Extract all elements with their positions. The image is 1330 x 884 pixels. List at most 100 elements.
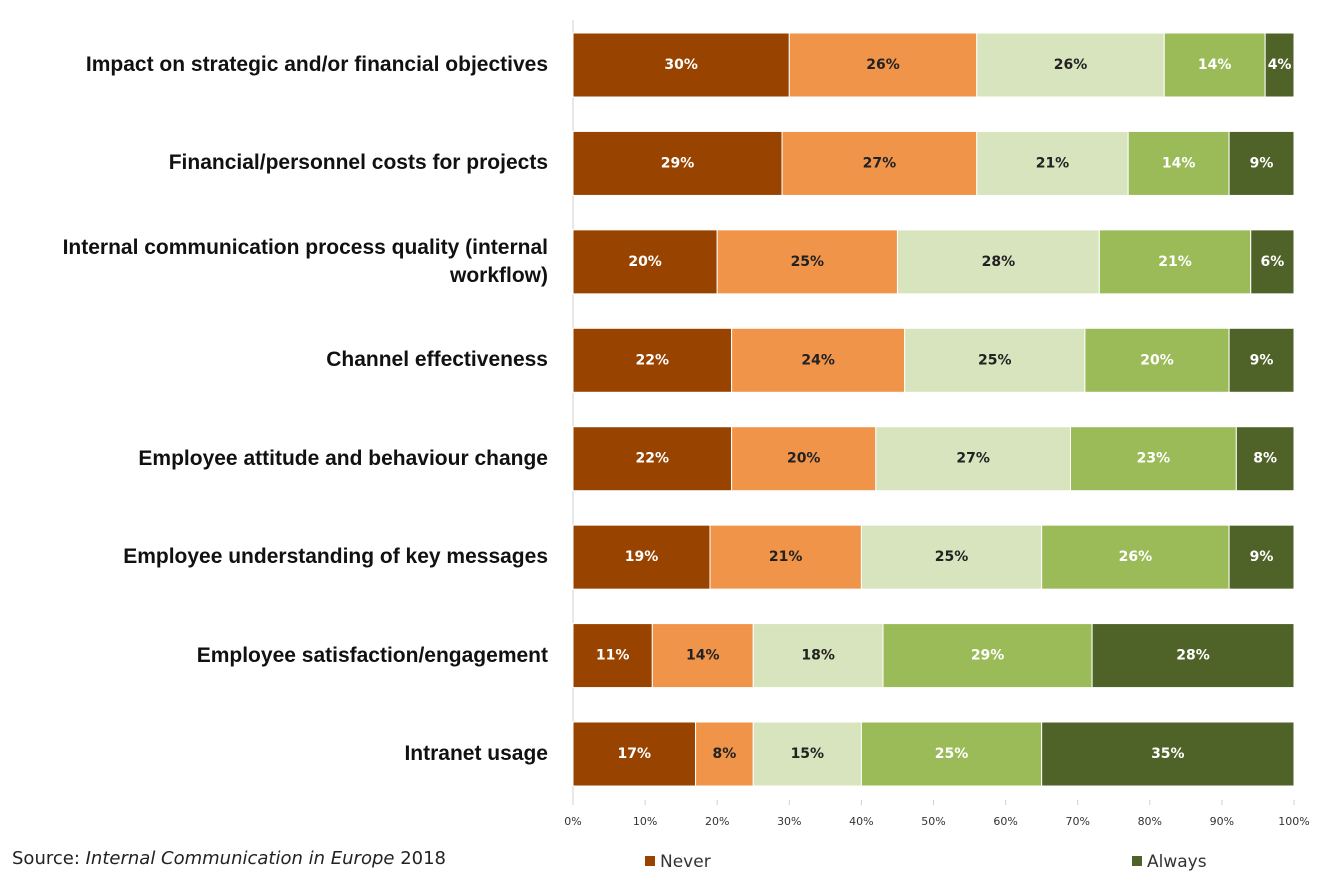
bar-segment <box>572 229 718 295</box>
data-label: 26% <box>866 57 900 73</box>
data-label: 23% <box>1137 451 1171 467</box>
bar-segment <box>875 426 1071 492</box>
data-label: 18% <box>801 648 835 664</box>
bar-segment <box>1091 623 1295 689</box>
data-label: 25% <box>791 254 825 270</box>
data-label: 8% <box>1253 451 1277 467</box>
bar-segment <box>781 130 978 196</box>
data-label: 11% <box>596 648 630 664</box>
x-tick-label: 60% <box>993 815 1017 828</box>
data-label: 29% <box>971 648 1005 664</box>
bar-segment <box>1228 327 1295 393</box>
category-label: Internal communication process quality (… <box>62 235 548 287</box>
bar-segment <box>572 524 711 590</box>
bar-segment <box>788 32 978 98</box>
x-tick-label: 50% <box>921 815 945 828</box>
data-label: 29% <box>661 155 695 171</box>
bar-segment <box>1084 327 1230 393</box>
data-label: 8% <box>713 746 737 762</box>
legend-swatch <box>645 856 655 866</box>
bar-segment <box>1041 524 1230 590</box>
bar-segment <box>882 623 1093 689</box>
bar-segment <box>1228 130 1295 196</box>
bar-segment <box>731 426 877 492</box>
x-tick-label: 90% <box>1210 815 1234 828</box>
legend-swatch <box>1132 856 1142 866</box>
bar-segment <box>976 32 1165 98</box>
category-label: Intranet usage <box>404 742 548 765</box>
data-label: 35% <box>1151 746 1185 762</box>
bar-segment <box>896 229 1100 295</box>
bar-segment <box>572 32 790 98</box>
bar-segment <box>572 130 783 196</box>
bar-segment <box>976 130 1129 196</box>
data-label: 4% <box>1268 57 1292 73</box>
data-label: 21% <box>1036 155 1070 171</box>
source-year: 2018 <box>400 848 447 869</box>
data-label: 19% <box>625 549 659 565</box>
data-label: 27% <box>956 451 990 467</box>
data-label: 9% <box>1250 155 1274 171</box>
data-label: 26% <box>1054 57 1088 73</box>
category-label: Channel effectiveness <box>326 348 548 372</box>
data-label: 28% <box>1176 648 1210 664</box>
bar-segment <box>1127 130 1230 196</box>
data-label: 14% <box>686 648 720 664</box>
data-label: 22% <box>636 352 670 368</box>
x-tick-label: 100% <box>1278 815 1309 828</box>
bar-segment <box>1228 524 1295 590</box>
bar-segment <box>572 327 733 393</box>
data-label: 30% <box>664 57 698 73</box>
x-tick-label: 40% <box>849 815 873 828</box>
data-label: 21% <box>769 549 803 565</box>
category-label: Financial/personnel costs for projects <box>168 151 548 175</box>
bar-segment <box>1163 32 1266 98</box>
bar-segment <box>1264 32 1295 98</box>
data-label: 6% <box>1260 254 1284 270</box>
category-label: Employee satisfaction/engagement <box>196 643 548 667</box>
data-label: 24% <box>801 352 835 368</box>
legend-label: Never <box>660 852 711 872</box>
data-label: 25% <box>935 746 969 762</box>
source: Source: Internal Communication in Europe… <box>12 848 446 869</box>
bar-segment <box>1235 426 1295 492</box>
x-tick-label: 30% <box>777 815 801 828</box>
bar-segment <box>752 721 862 787</box>
data-label: 26% <box>1119 549 1153 565</box>
x-tick-label: 70% <box>1065 815 1089 828</box>
category-label: Employee understanding of key messages <box>123 545 548 569</box>
data-label: 22% <box>636 451 670 467</box>
bar-segment <box>731 327 906 393</box>
bar-segment <box>572 623 653 689</box>
x-tick-label: 0% <box>564 815 581 828</box>
data-label: 27% <box>863 155 897 171</box>
bar-segment <box>904 327 1086 393</box>
legend-label: Always <box>1147 852 1207 872</box>
x-tick-label: 80% <box>1138 815 1162 828</box>
data-label: 14% <box>1198 57 1232 73</box>
bar-segment <box>1041 721 1295 787</box>
bar-segment <box>572 426 733 492</box>
bar-segment <box>716 229 898 295</box>
source-label: Source: <box>12 848 80 869</box>
data-label: 17% <box>618 746 652 762</box>
x-tick-label: 10% <box>633 815 657 828</box>
data-label: 15% <box>791 746 825 762</box>
bar-segment <box>1069 426 1237 492</box>
data-label: 9% <box>1250 549 1274 565</box>
data-label: 20% <box>787 451 821 467</box>
x-tick-label: 20% <box>705 815 729 828</box>
category-label: Impact on strategic and/or financial obj… <box>85 53 548 76</box>
bar-segment <box>860 721 1043 787</box>
data-label: 20% <box>1140 352 1174 368</box>
bar-segment <box>651 623 754 689</box>
data-label: 21% <box>1158 254 1192 270</box>
data-label: 28% <box>982 254 1016 270</box>
source-title: Internal Communication in Europe <box>85 848 395 869</box>
bar-segment <box>572 721 697 787</box>
data-label: 20% <box>628 254 662 270</box>
data-label: 9% <box>1250 352 1274 368</box>
data-label: 25% <box>935 549 969 565</box>
